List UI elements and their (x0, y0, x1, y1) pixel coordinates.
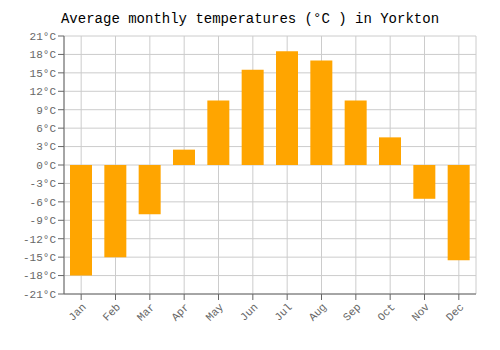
svg-text:21°C: 21°C (30, 31, 57, 43)
svg-text:-12°C: -12°C (23, 234, 56, 246)
svg-text:Jul: Jul (272, 301, 294, 323)
html-text:Average monthly temperatures (: Average monthly temperatures (°C ) in Yo… (61, 11, 439, 27)
svg-text:Oct: Oct (375, 301, 397, 323)
svg-text:12°C: 12°C (30, 86, 57, 98)
svg-text:6°C: 6°C (36, 123, 56, 135)
svg-text:Nov: Nov (410, 301, 433, 324)
svg-text:18°C: 18°C (30, 49, 57, 61)
svg-text:0°C: 0°C (36, 160, 56, 172)
svg-text:Sep: Sep (341, 301, 363, 323)
svg-text:-6°C: -6°C (30, 197, 57, 209)
svg-text:Dec: Dec (444, 301, 466, 323)
svg-text:9°C: 9°C (36, 105, 56, 117)
svg-text:Aug: Aug (307, 301, 329, 323)
svg-text:Feb: Feb (101, 301, 123, 323)
svg-text:Mar: Mar (135, 301, 157, 323)
svg-text:3°C: 3°C (36, 141, 56, 153)
svg-text:Apr: Apr (169, 301, 191, 323)
svg-text:-3°C: -3°C (30, 178, 57, 190)
svg-text:-9°C: -9°C (30, 215, 57, 227)
svg-text:-18°C: -18°C (23, 270, 56, 282)
svg-text:15°C: 15°C (30, 68, 57, 80)
svg-text:May: May (204, 301, 227, 324)
svg-text:Jan: Jan (66, 301, 88, 323)
svg-text:Jun: Jun (238, 301, 260, 323)
svg-text:-21°C: -21°C (23, 289, 56, 301)
svg-text:-15°C: -15°C (23, 252, 56, 264)
